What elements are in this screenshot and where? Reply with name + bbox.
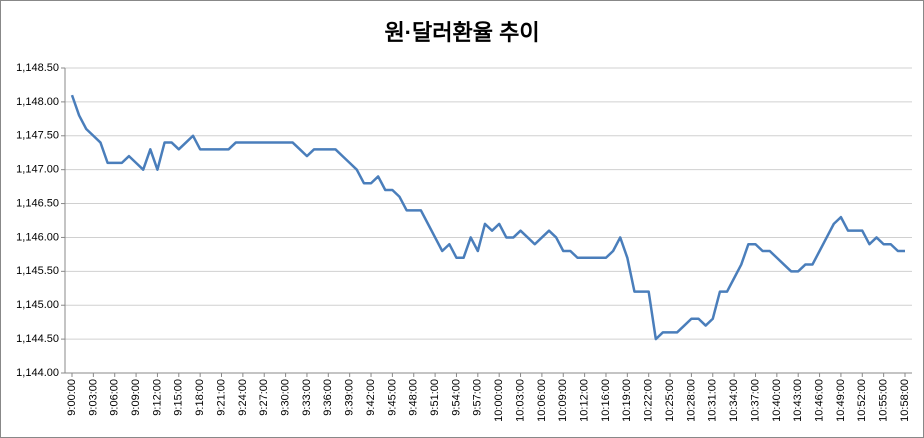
y-tick-label: 1,146.50: [16, 197, 59, 209]
x-tick-label: 10:34:00: [728, 379, 740, 422]
x-tick-label: 10:25:00: [664, 379, 676, 422]
x-tick-label: 9:36:00: [322, 379, 334, 416]
x-tick-label: 9:24:00: [237, 379, 249, 416]
x-tick-label: 9:03:00: [87, 379, 99, 416]
x-tick-label: 10:40:00: [771, 379, 783, 422]
x-tick-label: 9:18:00: [194, 379, 206, 416]
x-tick-label: 9:12:00: [151, 379, 163, 416]
y-tick-label: 1,144.50: [16, 333, 59, 345]
x-tick-label: 9:45:00: [386, 379, 398, 416]
x-tick-label: 10:28:00: [685, 379, 697, 422]
data-line: [70, 94, 905, 341]
y-tick-label: 1,144.00: [16, 367, 59, 379]
x-tick-label: 10:22:00: [643, 379, 655, 422]
x-tick-label: 10:03:00: [514, 379, 526, 422]
y-tick-label: 1,146.00: [16, 231, 59, 243]
x-tick-label: 9:39:00: [344, 379, 356, 416]
x-tick-label: 10:31:00: [707, 379, 719, 422]
x-tick-label: 10:09:00: [557, 379, 569, 422]
y-tick-label: 1,147.50: [16, 130, 59, 142]
x-tick-label: 9:00:00: [66, 379, 78, 416]
x-tick-label: 9:33:00: [301, 379, 313, 416]
x-tick-label: 9:51:00: [429, 379, 441, 416]
x-tick-label: 10:37:00: [749, 379, 761, 422]
x-tick-label: 9:54:00: [450, 379, 462, 416]
y-tick-label: 1,147.00: [16, 164, 59, 176]
x-tick-label: 9:57:00: [472, 379, 484, 416]
y-tick-label: 1,145.00: [16, 299, 59, 311]
x-tick-label: 9:09:00: [130, 379, 142, 416]
y-tick-label: 1,148.00: [16, 96, 59, 108]
x-tick-label: 10:49:00: [835, 379, 847, 422]
x-tick-label: 10:58:00: [899, 379, 911, 422]
x-tick-label: 10:43:00: [792, 379, 804, 422]
x-tick-label: 9:15:00: [173, 379, 185, 416]
x-tick-label: 10:19:00: [621, 379, 633, 422]
x-tick-label: 9:48:00: [408, 379, 420, 416]
y-tick-label: 1,145.50: [16, 265, 59, 277]
x-tick-label: 9:06:00: [109, 379, 121, 416]
x-tick-label: 9:27:00: [258, 379, 270, 416]
y-tick-label: 1,148.50: [16, 62, 59, 74]
chart-title: 원·달러환율 추이: [384, 20, 539, 45]
x-tick-label: 10:16:00: [600, 379, 612, 422]
x-tick-label: 9:42:00: [365, 379, 377, 416]
x-tick-label: 10:12:00: [579, 379, 591, 422]
x-tick-label: 10:46:00: [813, 379, 825, 422]
x-tick-label: 10:52:00: [856, 379, 868, 422]
x-tick-label: 10:55:00: [878, 379, 890, 422]
x-tick-label: 10:06:00: [536, 379, 548, 422]
x-tick-label: 10:00:00: [493, 379, 505, 422]
x-tick-label: 9:21:00: [215, 379, 227, 416]
x-tick-label: 9:30:00: [279, 379, 291, 416]
